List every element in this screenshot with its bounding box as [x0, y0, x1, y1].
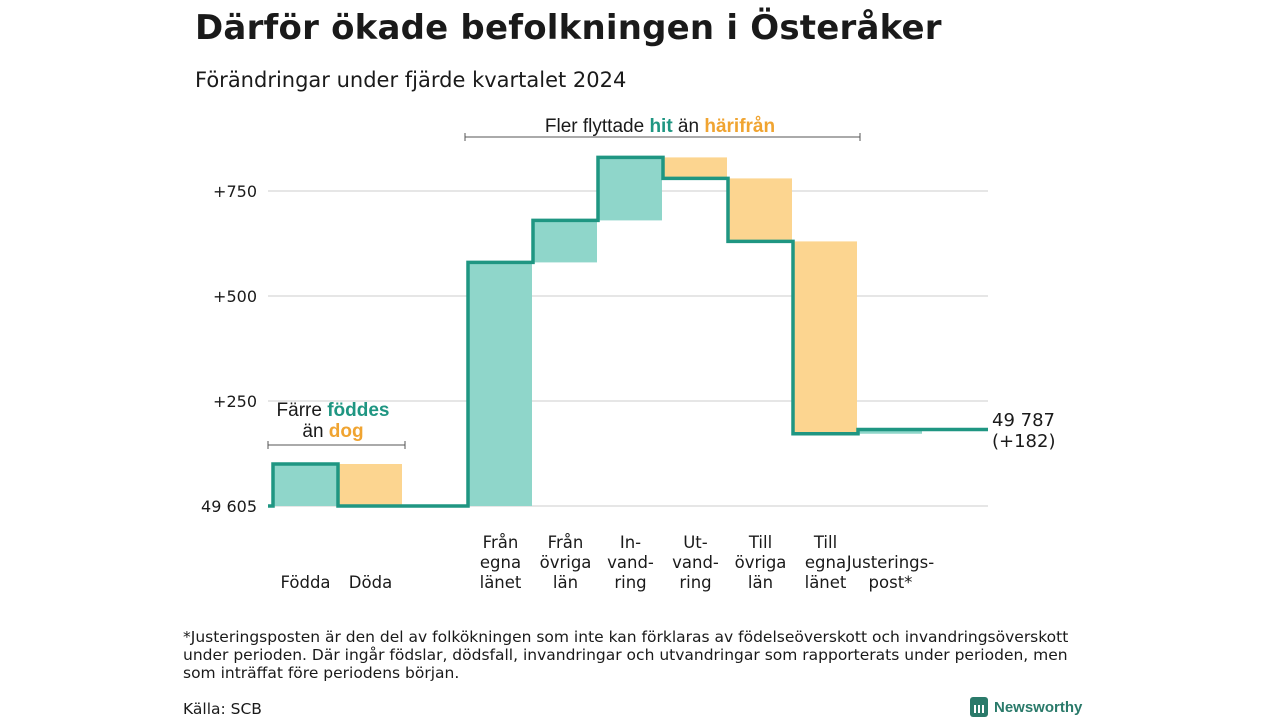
x-tick-label: egna [480, 553, 521, 572]
bar [663, 157, 727, 179]
x-tick-label: länet [480, 573, 522, 592]
x-tick-label: ring [679, 573, 711, 592]
x-tick-label: övriga [540, 553, 592, 572]
y-tick-label: +250 [213, 392, 257, 411]
x-tick-label: Födda [280, 573, 330, 592]
births-annotation-text: än dog [302, 421, 363, 442]
births-annotation-part: än [302, 421, 328, 442]
births-annotation-part: Färre [277, 400, 328, 421]
x-tick-label: Ut- [683, 533, 708, 552]
y-tick-label: +500 [213, 287, 257, 306]
moves-annotation-part: Fler flyttade [545, 116, 650, 137]
x-tick-label: län [748, 573, 773, 592]
moves-annotation-part: härifrån [704, 116, 775, 137]
bar-chart-logo-icon [970, 697, 988, 717]
x-tick-label: länet [805, 573, 847, 592]
moves-annotation-part: hit [649, 116, 673, 137]
brand: Newsworthy [970, 696, 1082, 718]
end-change-label: (+182) [992, 431, 1055, 452]
x-tick-label: Från [548, 533, 584, 552]
bar [533, 220, 597, 263]
births-annotation-part: dog [329, 421, 364, 442]
y-tick-label: 49 605 [201, 497, 257, 516]
x-tick-label: ring [614, 573, 646, 592]
bar [338, 464, 402, 506]
moves-annotation-text: Fler flyttade hit än härifrån [545, 116, 775, 137]
x-tick-label: egna [805, 553, 846, 572]
x-tick-label: post* [869, 573, 913, 592]
source: Källa: SCB [183, 700, 262, 718]
chart-subtitle: Förändringar under fjärde kvartalet 2024 [195, 68, 627, 92]
brand-name: Newsworthy [994, 698, 1083, 716]
x-tick-label: Från [483, 533, 519, 552]
end-value-label: 49 787 [992, 410, 1055, 431]
x-tick-label: Till [748, 533, 772, 552]
cumulative-step-line [268, 155, 988, 508]
y-tick-label: +750 [213, 182, 257, 201]
chart-title: Därför ökade befolkningen i Österåker [195, 8, 942, 48]
bar [468, 262, 532, 506]
bar [598, 157, 662, 221]
moves-annotation-part: än [673, 116, 705, 137]
bar [728, 178, 792, 242]
x-tick-label: län [553, 573, 578, 592]
x-tick-label: vand- [672, 553, 719, 572]
x-tick-label: övriga [735, 553, 787, 572]
births-annotation-part: föddes [327, 400, 389, 421]
births-annotation-text: Färre föddes [277, 400, 390, 421]
x-tick-label: Till [813, 533, 837, 552]
footnote: *Justeringsposten är den del av folkökni… [183, 628, 1069, 682]
bar [793, 241, 857, 434]
x-tick-label: In- [620, 533, 641, 552]
x-tick-label: vand- [607, 553, 654, 572]
bar [273, 464, 337, 506]
bar [858, 429, 922, 434]
x-tick-label: Döda [349, 573, 392, 592]
x-tick-label: Justerings- [846, 553, 934, 572]
